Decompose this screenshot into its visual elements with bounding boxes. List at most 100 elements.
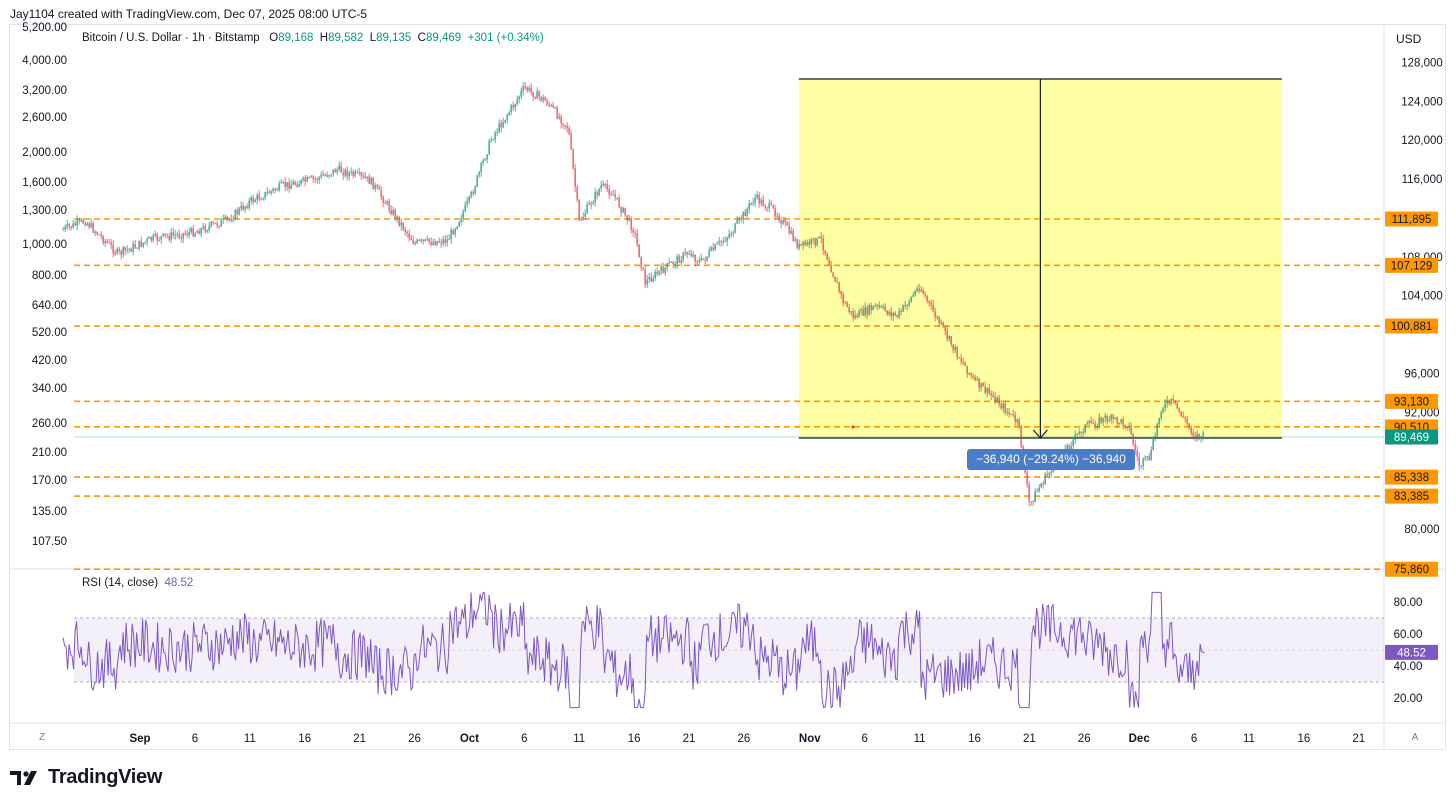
candle-body	[280, 182, 282, 184]
candle-body	[1092, 423, 1094, 425]
candle-body	[274, 188, 276, 191]
candle-body	[294, 182, 296, 185]
candle-body	[346, 169, 348, 177]
candle-body	[684, 252, 686, 254]
candle-body	[1082, 432, 1084, 434]
candle-body	[410, 237, 412, 241]
candle-body	[470, 192, 472, 197]
candle-body	[762, 199, 764, 206]
right-axis-tick-label: 124,000	[1401, 96, 1443, 108]
candle-body	[238, 208, 240, 215]
candle-body	[744, 211, 746, 217]
candle-body	[160, 236, 162, 240]
candle-body	[224, 216, 226, 219]
candle-body	[336, 169, 338, 173]
candle-body	[1078, 431, 1080, 434]
candle-body	[914, 290, 916, 296]
left-axis-tick-label: 2,000.00	[22, 147, 67, 159]
time-axis-tick-label: 16	[968, 733, 981, 745]
candle-body	[210, 222, 212, 226]
candle-body	[1106, 415, 1108, 422]
candle-body	[298, 184, 300, 187]
candle-body	[944, 326, 946, 331]
candle-body	[636, 233, 638, 245]
candle-body	[446, 239, 448, 243]
candle-body	[266, 191, 268, 193]
candle-body	[946, 330, 948, 339]
candle-body	[1116, 417, 1118, 424]
candle-body	[1006, 411, 1008, 413]
candle-body	[1196, 433, 1198, 438]
right-axis-tick-label: 96,000	[1404, 368, 1439, 380]
candle-body	[258, 194, 260, 200]
candle-body	[734, 223, 736, 233]
candle-body	[178, 233, 180, 237]
time-axis-tick-label: 26	[408, 733, 421, 745]
candle-body	[540, 96, 542, 101]
candle-body	[786, 222, 788, 226]
candle-body	[138, 240, 140, 249]
candle-body	[392, 210, 394, 215]
candle-body	[158, 239, 160, 241]
candle-body	[268, 191, 270, 194]
candle-body	[532, 91, 534, 98]
candle-body	[894, 312, 896, 315]
candle-body	[1040, 483, 1042, 488]
candle-body	[824, 250, 826, 254]
candle-body	[592, 202, 594, 205]
candle-body	[920, 289, 922, 292]
price-level-tag	[1385, 257, 1438, 273]
currency-label[interactable]: USD	[1396, 32, 1422, 46]
candle-body	[400, 222, 402, 226]
candle-body	[846, 302, 848, 308]
candle-body	[260, 199, 262, 201]
zoom-toggle-button[interactable]: Z	[38, 732, 46, 743]
rsi-axis-tick-label: 20.00	[1394, 693, 1423, 705]
time-axis-tick-label: 11	[244, 733, 256, 745]
candle-body	[1030, 501, 1032, 503]
candle-body	[898, 310, 900, 317]
candle-body	[132, 244, 134, 252]
time-axis-tick-label: 26	[738, 733, 751, 745]
candle-body	[290, 184, 292, 190]
candle-body	[1150, 449, 1152, 460]
candle-body	[628, 217, 630, 221]
candle-body	[960, 358, 962, 362]
auto-scale-button[interactable]: A	[1411, 732, 1419, 743]
candle-body	[640, 257, 642, 268]
candle-body	[1110, 414, 1112, 421]
candle-body	[842, 294, 844, 304]
open-value: 89,168	[278, 32, 314, 44]
candle-body	[594, 192, 596, 203]
close-value: 89,469	[425, 32, 462, 44]
candle-body	[292, 182, 294, 185]
candle-body	[148, 236, 150, 239]
candle-body	[692, 254, 694, 257]
candle-body	[662, 266, 664, 273]
candle-body	[1154, 435, 1156, 440]
candle-body	[880, 306, 882, 308]
candle-body	[500, 122, 502, 128]
candle-body	[948, 335, 950, 339]
candle-body	[438, 241, 440, 243]
candle-body	[576, 187, 578, 200]
candle-body	[650, 277, 652, 282]
candle-body	[1138, 456, 1140, 467]
candle-body	[600, 185, 602, 189]
price-level-tag-label: 93,130	[1394, 396, 1429, 408]
candle-body	[546, 100, 548, 105]
candle-body	[906, 305, 908, 307]
candle-body	[494, 132, 496, 140]
time-axis-tick-label: 6	[521, 733, 527, 745]
candle-body	[450, 229, 452, 240]
candle-body	[1014, 415, 1016, 422]
candle-body	[1134, 444, 1136, 451]
candle-body	[86, 223, 88, 226]
candle-body	[544, 97, 546, 101]
tradingview-logo[interactable]: TradingView	[10, 766, 162, 789]
candle-body	[1066, 445, 1068, 450]
right-axis-tick-label: 120,000	[1401, 135, 1443, 147]
left-axis-tick-label: 3,200.00	[22, 85, 67, 97]
candle-body	[580, 219, 582, 221]
